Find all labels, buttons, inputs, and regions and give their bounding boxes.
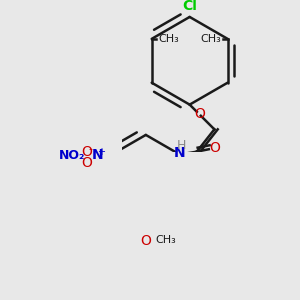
Text: NO₂: NO₂ <box>59 149 86 162</box>
Text: +: + <box>98 147 106 157</box>
Text: Cl: Cl <box>182 0 197 13</box>
Text: O: O <box>209 142 220 155</box>
Text: CH₃: CH₃ <box>158 34 179 44</box>
Text: O: O <box>81 156 92 170</box>
Text: O: O <box>140 234 151 248</box>
Text: N: N <box>173 146 185 160</box>
Text: N: N <box>92 148 103 162</box>
Text: O: O <box>194 107 205 121</box>
Text: -: - <box>88 144 92 154</box>
Text: CH₃: CH₃ <box>200 34 221 44</box>
Text: H: H <box>177 139 186 152</box>
Text: CH₃: CH₃ <box>155 235 176 245</box>
Text: O: O <box>81 145 92 159</box>
